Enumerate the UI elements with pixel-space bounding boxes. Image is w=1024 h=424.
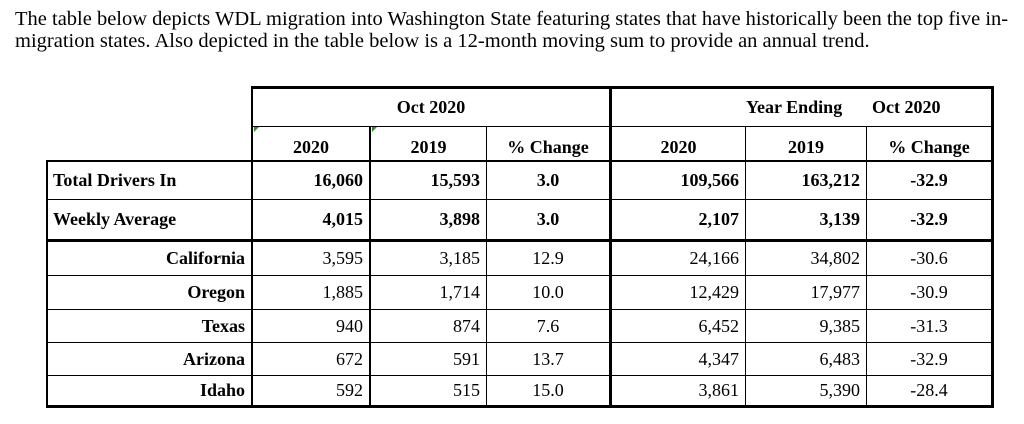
table-cell: -30.9 <box>910 282 948 302</box>
table-cell: 515 <box>453 380 480 400</box>
table-cell: 7.6 <box>536 315 560 336</box>
column-header-year-2019: 2019 <box>788 137 824 157</box>
table-cell: 6,452 <box>698 315 740 336</box>
row-divider <box>46 342 994 343</box>
table-cell: 3.0 <box>536 209 560 229</box>
table-border-top <box>252 86 994 89</box>
table-cell: 16,060 <box>313 170 364 190</box>
table-cell: 24,166 <box>689 248 740 268</box>
row-divider <box>46 375 994 376</box>
header-year-ending-label: Year Ending <box>746 97 843 117</box>
table-cell: 34,802 <box>810 248 861 268</box>
cell-marker <box>372 127 377 132</box>
table-cell: 592 <box>336 380 363 400</box>
column-header-divider <box>46 160 994 162</box>
row-label-texas: Texas <box>201 315 245 336</box>
column-header-month-2020: 2020 <box>293 137 329 157</box>
column-divider <box>251 86 253 408</box>
column-header-month-2019: 2019 <box>410 137 447 157</box>
table-cell: -30.6 <box>910 248 948 268</box>
row-label-idaho: Idaho <box>199 380 245 400</box>
table-cell: 15,593 <box>430 170 481 190</box>
table-cell: 3,185 <box>439 248 481 268</box>
row-divider <box>46 199 994 200</box>
table-cell: 3,139 <box>819 209 861 229</box>
row-divider <box>46 309 994 310</box>
table-border-left <box>46 160 48 408</box>
table-cell: 4,347 <box>698 348 740 369</box>
row-label-oregon: Oregon <box>187 282 245 302</box>
table-cell: 17,977 <box>810 282 861 302</box>
summary-divider <box>46 239 994 242</box>
row-label-arizona: Arizona <box>183 348 245 369</box>
table-cell: 109,566 <box>680 170 740 190</box>
table-border-right <box>991 86 994 408</box>
row-divider <box>46 275 994 276</box>
column-header-year-change: % Change <box>888 137 970 157</box>
table-cell: 591 <box>453 348 480 369</box>
table-cell: 3,898 <box>439 209 481 229</box>
row-label-california: California <box>166 248 245 268</box>
header-divider <box>252 126 994 127</box>
table-border-bottom <box>46 405 994 408</box>
table-cell: 4,015 <box>322 209 364 229</box>
table-cell: 12,429 <box>689 282 740 302</box>
column-divider <box>866 126 867 408</box>
table-cell: 3,861 <box>698 380 740 400</box>
table-cell: 3.0 <box>536 170 560 190</box>
intro-paragraph: The table below depicts WDL migration in… <box>15 8 1009 52</box>
table-cell: 10.0 <box>532 282 564 302</box>
table-cell: -32.9 <box>910 348 948 369</box>
column-header-month-change: % Change <box>507 137 589 157</box>
table-cell: -32.9 <box>910 170 948 190</box>
table-cell: -32.9 <box>910 209 948 229</box>
table-cell: 874 <box>453 315 480 336</box>
table-cell: 9,385 <box>819 315 861 336</box>
table-cell: 6,483 <box>819 348 861 369</box>
header-month-period: Oct 2020 <box>396 97 466 117</box>
row-label-total-drivers-in: Total Drivers In <box>53 170 177 190</box>
column-divider <box>369 126 371 408</box>
group-divider <box>609 86 612 408</box>
table-cell: 12.9 <box>532 248 564 268</box>
column-divider <box>486 126 487 408</box>
table-cell: -28.4 <box>910 380 948 400</box>
table-cell: 5,390 <box>819 380 861 400</box>
cell-marker <box>254 127 259 132</box>
row-label-weekly-average: Weekly Average <box>53 209 177 229</box>
table-cell: 940 <box>336 315 363 336</box>
table-cell: 15.0 <box>532 380 564 400</box>
column-header-year-2020: 2020 <box>660 137 697 157</box>
table-cell: 2,107 <box>698 209 740 229</box>
table-cell: 672 <box>336 348 363 369</box>
table-cell: 1,885 <box>322 282 364 302</box>
table-cell: 13.7 <box>532 348 564 369</box>
table-cell: 3,595 <box>322 248 364 268</box>
table-cell: -31.3 <box>910 315 948 336</box>
table-cell: 163,212 <box>801 170 861 190</box>
column-divider <box>745 126 746 408</box>
table-cell: 1,714 <box>439 282 481 302</box>
header-year-ending-period: Oct 2020 <box>872 97 941 117</box>
